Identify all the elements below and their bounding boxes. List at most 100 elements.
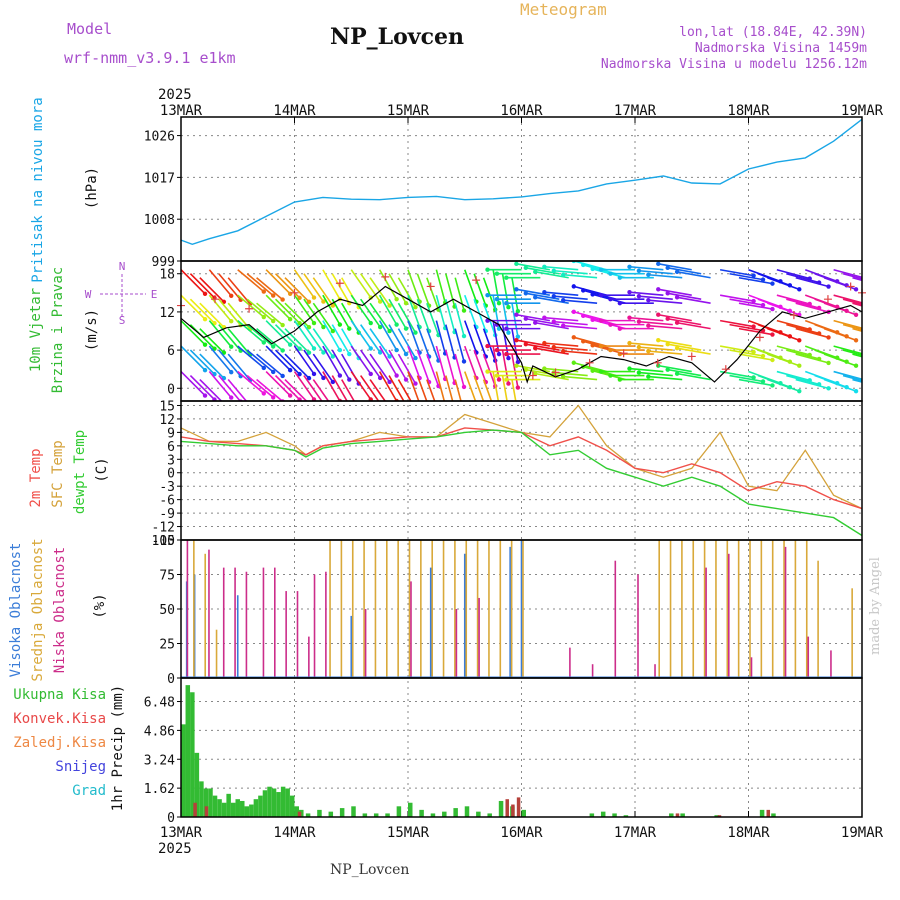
temp-ytick-label: 15: [159, 399, 175, 414]
wind-barb: [199, 328, 225, 354]
precip-total-bar: [208, 788, 213, 817]
wind-barb-head: [533, 345, 538, 351]
wind-barb: [416, 324, 430, 357]
wind-barb: [658, 364, 692, 373]
wind-barb-head: [202, 317, 208, 322]
precip-ytick-label: 1.62: [144, 782, 175, 797]
wind-barb-head: [874, 382, 878, 386]
wind-barb: [256, 302, 284, 326]
wind-barb-head: [202, 367, 208, 373]
wind-barb: [293, 269, 315, 299]
wind-barb-head: [413, 355, 418, 361]
wind-barb: [445, 273, 456, 307]
wind-barb: [331, 349, 350, 380]
wind-barb-head: [617, 351, 623, 357]
precip-total-bar: [453, 808, 458, 817]
wind-barb-head: [202, 342, 208, 347]
wind-barb-head: [330, 303, 336, 308]
wind-barb: [833, 345, 862, 355]
temp-sfc-label: SFC Temp: [50, 440, 66, 507]
wind-barb: [388, 324, 407, 355]
temp-2m-label: 2m Temp: [28, 448, 44, 507]
wind-barb: [648, 350, 683, 355]
precip-total-bar: [464, 806, 470, 817]
wind-barb: [544, 342, 579, 347]
wind-barb: [312, 379, 330, 401]
bottom-time-tick-label: 15MAR: [387, 825, 430, 841]
wind-barb: [842, 323, 862, 331]
wind-barb-head: [514, 287, 519, 292]
cloud-ytick-label: 0: [167, 672, 175, 687]
wind-barb: [274, 349, 301, 375]
pressure-unit: (hPa): [84, 167, 100, 209]
wind-barb: [435, 294, 446, 329]
wind-barb-head: [413, 407, 417, 411]
wind-barb: [676, 321, 711, 330]
wind-barb: [218, 273, 242, 301]
wind-barb-head: [636, 268, 642, 273]
wind-barb-head: [770, 281, 775, 286]
wind-barb-head: [636, 344, 642, 350]
top-time-tick-label: 13MAR: [160, 103, 203, 119]
wind-barb-head: [617, 275, 623, 280]
wind-gust-mark: [381, 272, 390, 281]
wind-barb: [463, 371, 477, 401]
wind-barb: [563, 273, 598, 279]
wind-barb-head: [515, 334, 521, 339]
wind-barb: [265, 370, 291, 397]
wind-barb-head: [561, 374, 566, 379]
wind-barb-head: [306, 375, 312, 381]
wind-gust-mark: [653, 358, 662, 367]
wind-barb: [676, 347, 711, 355]
wind-barb: [658, 339, 692, 347]
precip-total-bar: [289, 795, 295, 817]
wind-barb: [246, 349, 274, 373]
wind-barb: [181, 370, 206, 397]
precip-total-bar: [373, 813, 379, 817]
precip-total-bar: [408, 802, 413, 817]
pressure-axis-title: Pritisak na nivou mora: [30, 97, 46, 282]
wind-barb: [256, 328, 284, 352]
wind-barb-head: [636, 294, 642, 299]
wind-barb-head: [280, 297, 285, 302]
cloud-unit: (%): [92, 593, 108, 618]
wind-barb-head: [656, 312, 661, 317]
wind-barb: [407, 269, 421, 302]
precip-total-bar: [521, 809, 526, 817]
precip-total-bar: [285, 788, 290, 817]
wind-barb: [378, 269, 398, 300]
wind-barb-head: [494, 271, 500, 276]
wind-axis-title-1: 10m Vjetar: [28, 288, 44, 372]
wind-barb-head: [504, 377, 509, 382]
temp-ytick-label: -15: [152, 534, 175, 549]
compass-s: S: [119, 314, 126, 327]
wind-barb: [454, 379, 462, 401]
wind-barb-head: [212, 397, 217, 401]
precip-total-bar: [294, 806, 299, 817]
precip-total-bar: [305, 813, 311, 817]
wind-barb: [426, 353, 440, 387]
wind-barb-head: [770, 383, 775, 388]
wind-barb-head: [874, 280, 878, 284]
wind-barb-head: [461, 333, 467, 339]
wind-barb: [544, 316, 579, 322]
precip-total-bar: [362, 813, 368, 817]
wind-barb-head: [551, 344, 556, 350]
credit: made by Angel: [868, 557, 883, 655]
wind-barb: [482, 277, 496, 310]
wind-barb-head: [506, 407, 510, 411]
wind-barb: [237, 370, 265, 395]
precip-convective-bar: [505, 799, 509, 817]
wind-barb: [786, 349, 820, 360]
wind-barb-head: [436, 409, 440, 413]
wind-barb: [303, 273, 325, 303]
wind-barb-head: [608, 373, 613, 378]
wind-barb-head: [853, 388, 859, 394]
wind-barb-head: [271, 369, 276, 375]
wind-barb-head: [347, 377, 352, 382]
wind-barb: [658, 288, 692, 296]
wind-barb-head: [515, 359, 521, 365]
wind-barb-head: [347, 351, 352, 357]
wind-barb: [181, 294, 206, 320]
wind-barb: [463, 294, 478, 328]
